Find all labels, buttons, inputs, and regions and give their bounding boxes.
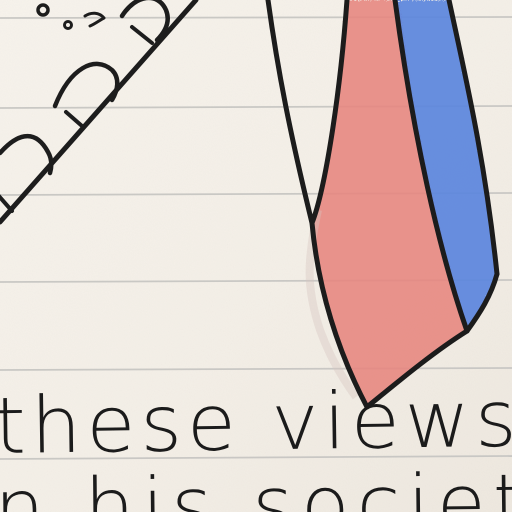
small-doodle-circle [63,20,73,30]
scallop-shape [52,61,120,109]
handwritten-text-line-2: n his societ [0,458,512,512]
diagonal-outline [0,0,199,225]
rule-line [0,455,512,460]
scallop-shape [119,0,170,43]
red-blue-tie-drawing [265,0,500,410]
scallop-connector [64,110,84,128]
small-doodle-circle [36,3,50,17]
pencil-shading [305,209,360,400]
tie-stripe-divider [392,0,470,334]
tie-bottom-outline [309,220,500,410]
scallop-connector [130,25,154,45]
tie-right-outline [446,0,500,277]
scallop-connector [0,194,14,213]
blue-pencil-fill [395,0,497,331]
red-pencil-fill [312,0,467,407]
scalloped-diagonal-drawing [0,0,199,225]
rule-line [0,367,512,371]
small-doodle-stroke [83,11,106,28]
scallop-shape [0,133,54,176]
handwritten-text-line-1: these views [0,374,512,472]
